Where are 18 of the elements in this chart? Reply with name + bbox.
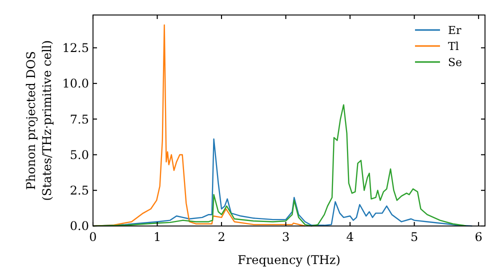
y-tick-label: 2.5	[70, 184, 89, 198]
y-tick-label: 0.0	[70, 219, 89, 234]
y-tick-label: 7.5	[70, 112, 89, 126]
x-tick-label: 2	[218, 230, 226, 244]
y-axis-title: Phonon projected DOS (States/THz·primitive cell)	[24, 40, 54, 201]
legend-label: Er	[448, 24, 462, 37]
y-tick-label: 10.0	[62, 76, 89, 91]
x-tick-label: 3	[282, 230, 290, 244]
x-tick-label: 4	[346, 230, 354, 244]
x-tick-label: 5	[410, 230, 418, 244]
y-tick-label: 5.0	[70, 148, 89, 162]
x-tick-label: 0	[89, 230, 97, 244]
y-tick-label: 12.5	[62, 40, 89, 55]
x-axis-title: Frequency (THz)	[238, 253, 340, 267]
x-tick-label: 6	[474, 230, 482, 244]
legend-label: Tl	[448, 40, 460, 53]
x-tick-label: 1	[153, 230, 162, 244]
legend-label: Se	[448, 56, 462, 69]
